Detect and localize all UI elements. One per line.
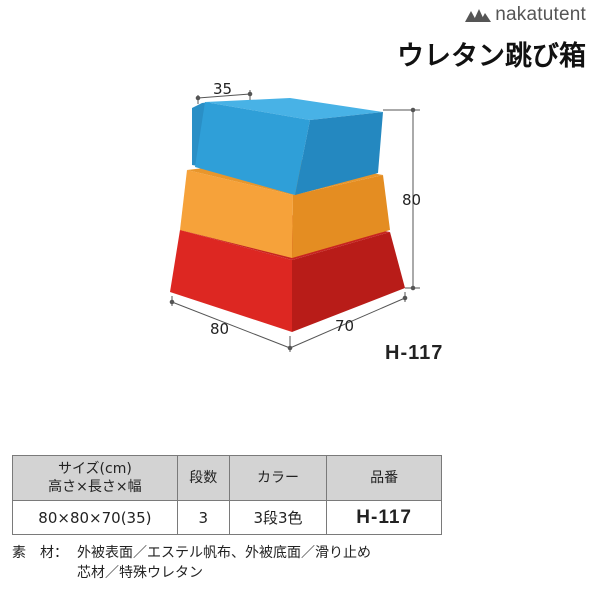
dim-length-label: 80 <box>210 320 229 338</box>
length-marker-left <box>169 299 175 305</box>
top-tier-side <box>295 112 383 195</box>
header-color: カラー <box>228 455 328 501</box>
height-marker-bottom <box>410 285 416 291</box>
top-tier <box>192 98 383 195</box>
header-size: サイズ(cm) 高さ×長さ×幅 <box>12 455 178 501</box>
bottom-tier-side <box>292 232 405 332</box>
width-dim-line <box>289 297 406 349</box>
vaulting-box-illustration: 35 80 80 70 <box>169 80 421 352</box>
width-marker-right <box>402 295 408 301</box>
materials-note: 素 材： 外被表面／エステル帆布、外被底面／滑り止め 芯材／特殊ウレタン <box>12 543 371 583</box>
spec-data-row: 80×80×70(35) 3 3段3色 H-117 <box>12 500 442 535</box>
cell-tiers: 3 <box>176 500 230 535</box>
middle-tier-front <box>180 170 293 258</box>
top-width-marker-left <box>195 95 201 101</box>
model-number-label: H-117 <box>385 342 444 364</box>
top-width-marker-right <box>247 91 253 97</box>
header-product-no: 品番 <box>326 455 442 501</box>
top-width-dim-line <box>197 93 251 99</box>
bottom-tier-front <box>170 230 292 332</box>
cell-product-no: H-117 <box>326 500 442 535</box>
middle-tier-side <box>292 175 390 258</box>
dim-top-width-label: 35 <box>213 80 232 98</box>
spec-table: サイズ(cm) 高さ×長さ×幅 段数 カラー 品番 80×80×70(35) 3… <box>12 455 442 535</box>
materials-line2: 芯材／特殊ウレタン <box>77 565 203 581</box>
brand-logo: nakatutent <box>465 4 586 26</box>
header-tiers: 段数 <box>176 455 230 501</box>
cell-color: 3段3色 <box>228 500 328 535</box>
height-marker-top <box>410 107 416 113</box>
cell-size: 80×80×70(35) <box>12 500 178 535</box>
product-title: ウレタン跳び箱 <box>397 41 586 72</box>
header-size-line1: サイズ(cm) <box>57 461 132 477</box>
top-tier-top <box>205 98 383 120</box>
spec-header-row: サイズ(cm) 高さ×長さ×幅 段数 カラー 品番 <box>12 455 442 501</box>
materials-line1: 外被表面／エステル帆布、外被底面／滑り止め <box>77 545 371 561</box>
length-dim-line <box>171 301 291 349</box>
mountain-logo-icon <box>465 9 492 22</box>
top-tier-front <box>195 102 310 195</box>
dim-height-label: 80 <box>402 191 421 209</box>
header-size-line2: 高さ×長さ×幅 <box>48 479 142 495</box>
brand-name: nakatutent <box>495 4 586 25</box>
dim-width-label: 70 <box>335 317 354 335</box>
materials-label: 素 材： <box>12 545 68 561</box>
